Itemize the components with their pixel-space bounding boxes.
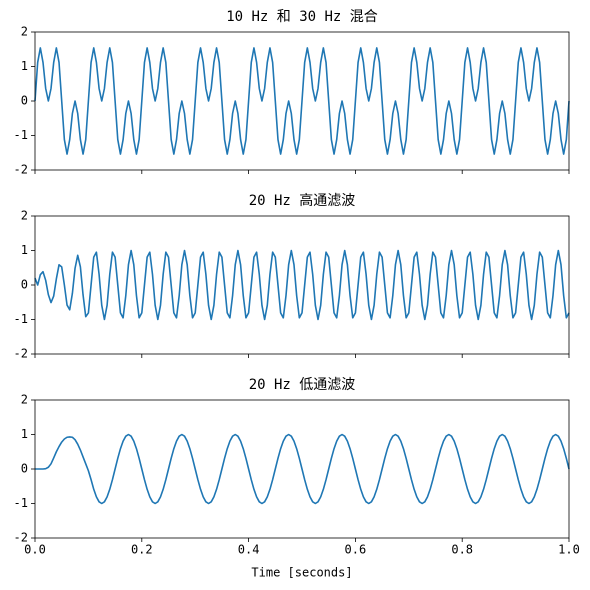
y-tick-label: 2 <box>21 209 28 223</box>
y-tick-label: -1 <box>14 128 28 142</box>
y-tick-label: -1 <box>14 496 28 510</box>
signal-line <box>35 433 570 505</box>
y-tick-label: 0 <box>21 462 28 476</box>
y-tick-label: 1 <box>21 243 28 257</box>
y-tick-label: 2 <box>21 393 28 407</box>
y-tick-label: -2 <box>14 531 28 545</box>
y-tick-label: -2 <box>14 163 28 177</box>
x-tick-label: 0.2 <box>131 543 153 557</box>
axes-frame <box>34 31 570 171</box>
axes-frame <box>34 215 570 355</box>
subplot-title: 20 Hz 高通滤波 <box>249 192 356 209</box>
y-tick-label: -2 <box>14 347 28 361</box>
signal-line <box>34 47 570 155</box>
subplot-title: 20 Hz 低通滤波 <box>249 377 356 393</box>
x-tick-label: 0.0 <box>24 543 46 557</box>
x-tick-label: 0.4 <box>238 543 260 557</box>
signal-line <box>34 249 570 321</box>
y-tick-label: 1 <box>21 59 28 73</box>
x-tick-label: 1.0 <box>558 543 580 557</box>
y-tick-label: -1 <box>14 312 28 326</box>
y-tick-label: 1 <box>21 427 28 441</box>
subplot-title: 10 Hz 和 30 Hz 混合 <box>226 9 378 25</box>
y-tick-label: 0 <box>21 278 28 292</box>
y-tick-label: 2 <box>21 25 28 39</box>
x-tick-label: 0.6 <box>345 543 367 557</box>
y-tick-label: 0 <box>21 94 28 108</box>
x-tick-label: 0.8 <box>451 543 473 557</box>
x-axis-label: Time [seconds] <box>251 566 352 580</box>
axes-frame <box>34 399 570 539</box>
